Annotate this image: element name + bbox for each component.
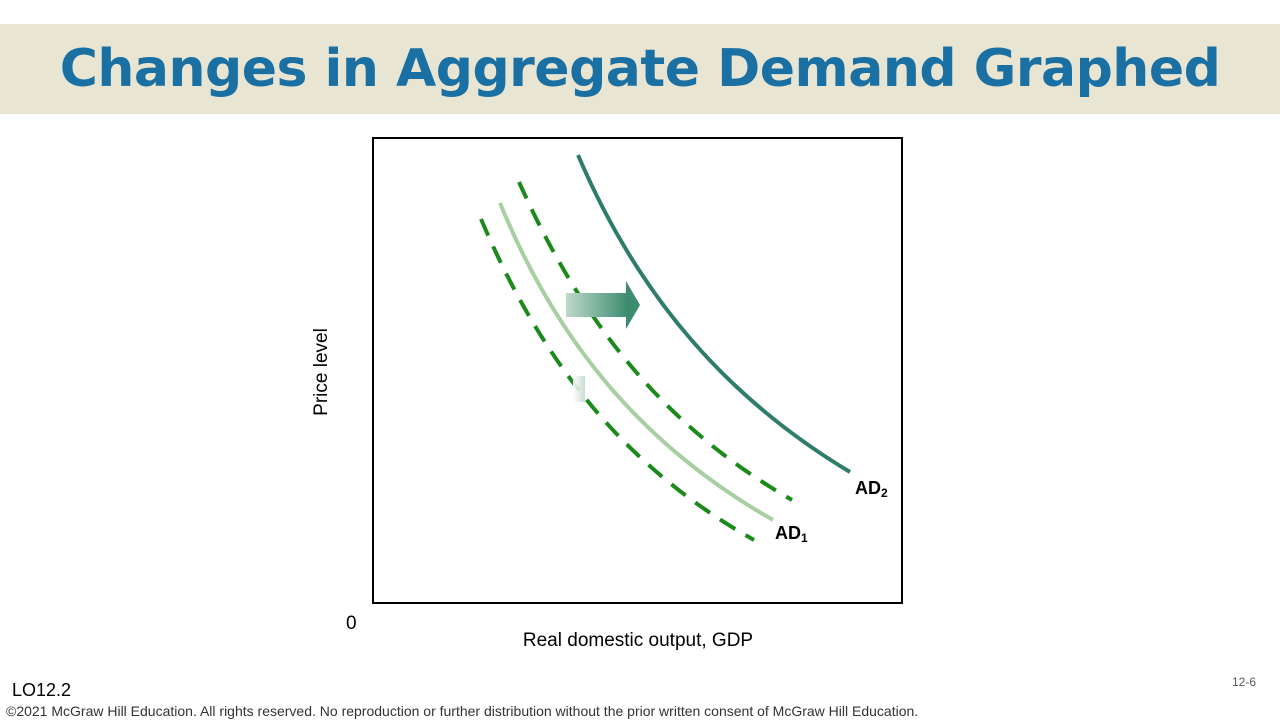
- ad1-label: AD1: [775, 523, 808, 545]
- ad-increase-dashed-curve: [517, 181, 793, 502]
- copyright-notice: ©2021 McGraw Hill Education. All rights …: [6, 703, 919, 719]
- slide-title: Changes in Aggregate Demand Graphed: [59, 39, 1221, 99]
- ad1-curve: [498, 202, 774, 522]
- top-strip: [0, 0, 1280, 24]
- faded-arrow-remnant: [573, 376, 585, 402]
- graph-frame: [372, 137, 903, 604]
- title-band: [0, 24, 1280, 114]
- y-axis-label: Price level: [311, 328, 332, 416]
- learning-objective-code: LO12.2: [12, 680, 72, 700]
- origin-label: 0: [346, 613, 357, 634]
- right-arrow-icon: [566, 281, 640, 329]
- slide-number: 12-6: [1232, 675, 1257, 689]
- x-axis-label: Real domestic output, GDP: [522, 630, 754, 651]
- ad-decrease-dashed-curve: [479, 218, 755, 542]
- ad2-curve: [576, 154, 852, 474]
- ad2-label: AD2: [855, 478, 888, 500]
